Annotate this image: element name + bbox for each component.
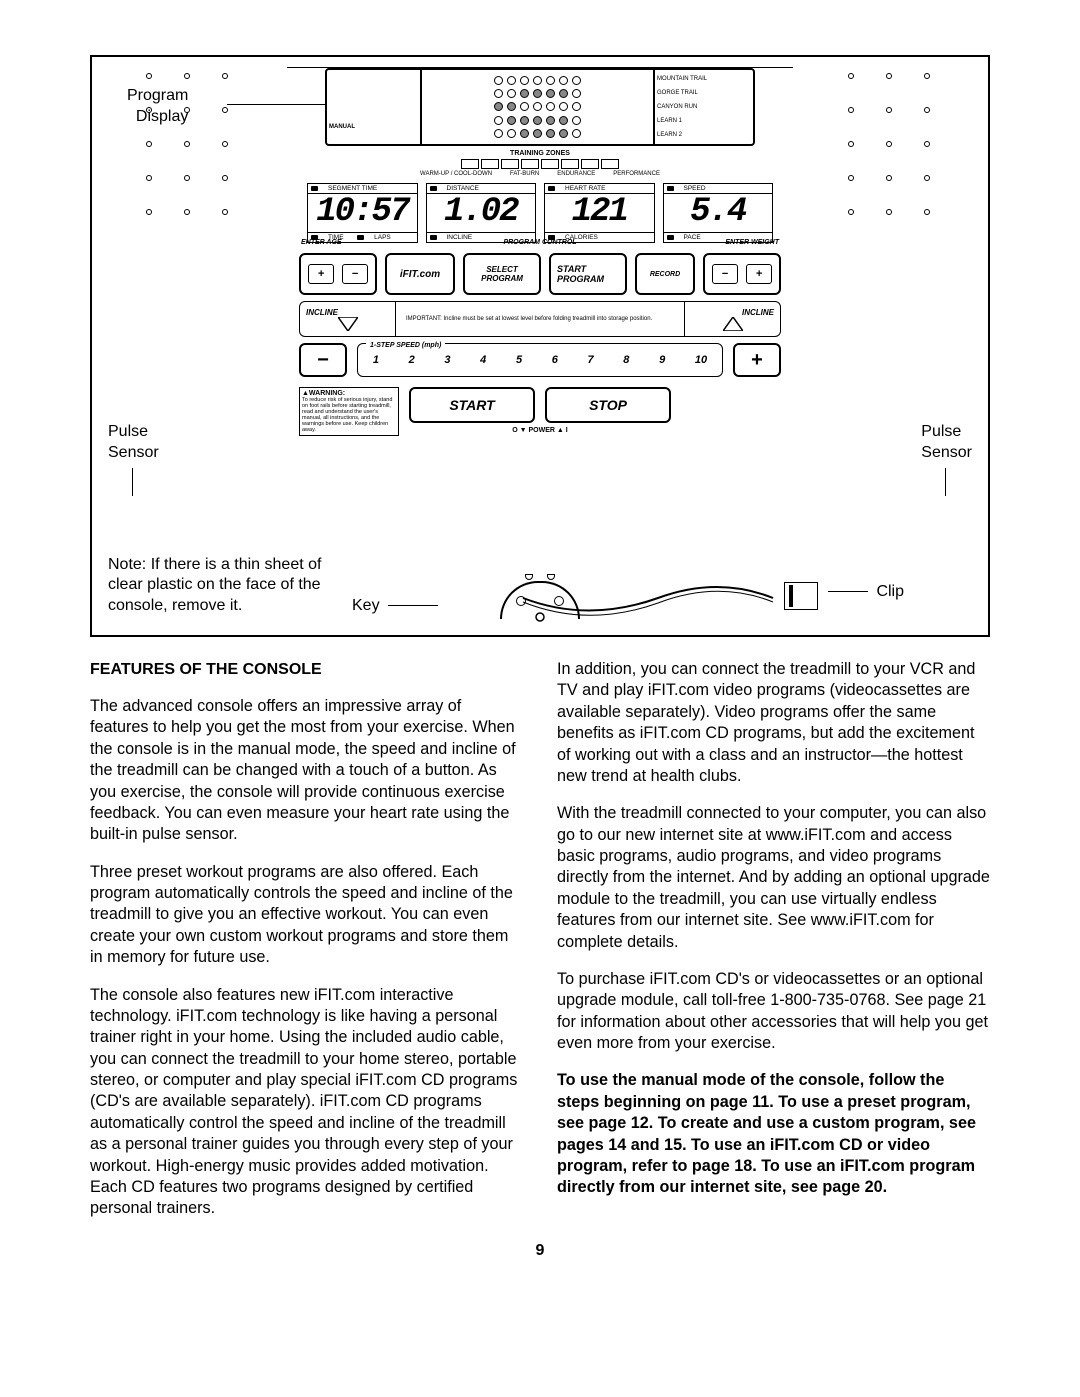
body-columns: FEATURES OF THE CONSOLE The advanced con… <box>90 659 990 1236</box>
enter-weight-label: ENTER WEIGHT <box>725 239 779 246</box>
console-diagram: Pulse Sensor Pulse Sensor Note: If there… <box>90 55 990 637</box>
lcd-box: HEART RATE121 CALORIES <box>544 183 655 243</box>
program-display-label: Program Display <box>127 86 188 128</box>
enter-weight-buttons[interactable]: −+ <box>703 253 781 295</box>
incline-up-button[interactable]: INCLINE <box>685 306 780 333</box>
lanyard-icon <box>518 568 778 623</box>
incline-note: IMPORTANT: Incline must be set at lowest… <box>395 302 685 336</box>
page-number: 9 <box>90 1242 990 1260</box>
select-program-button[interactable]: SELECT PROGRAM <box>463 253 541 295</box>
record-button[interactable]: RECORD <box>635 253 695 295</box>
program-display: MANUAL MOUNTAIN TRAILGORGE TRAILCANYON R… <box>325 68 755 146</box>
body-paragraph: The console also features new iFIT.com i… <box>90 985 523 1220</box>
center-panel: Program Display MANUAL MOUNTAIN TRAILGOR… <box>287 67 793 570</box>
body-paragraph: In addition, you can connect the treadmi… <box>557 659 990 787</box>
speaker-grid-right <box>848 73 934 219</box>
enter-age-label: ENTER AGE <box>301 239 342 246</box>
warning-box: ▲WARNING: To reduce risk of serious inju… <box>299 387 399 436</box>
speed-minus-button[interactable]: − <box>299 343 347 377</box>
stop-button[interactable]: STOP <box>545 387 671 423</box>
instructions-bold: To use the manual mode of the console, f… <box>557 1070 990 1198</box>
lcd-box: SPEED5.4 PACE <box>663 183 774 243</box>
column-right: In addition, you can connect the treadmi… <box>557 659 990 1236</box>
lcd-box: SEGMENT TIME10:57 TIME LAPS <box>307 183 418 243</box>
clip-icon <box>784 582 818 610</box>
incline-row: INCLINE IMPORTANT: Incline must be set a… <box>299 301 781 337</box>
program-control-label: PROGRAM CONTROL <box>503 239 576 246</box>
column-left: FEATURES OF THE CONSOLE The advanced con… <box>90 659 523 1236</box>
speed-plus-button[interactable]: + <box>733 343 781 377</box>
lcd-row: SEGMENT TIME10:57 TIME LAPS DISTANCE1.02… <box>307 183 773 243</box>
speed-numbers[interactable]: 1-STEP SPEED (mph) 12345678910 <box>357 343 723 377</box>
start-program-button[interactable]: START PROGRAM <box>549 253 627 295</box>
pulse-sensor-left-label: Pulse Sensor <box>108 422 159 496</box>
body-paragraph: To purchase iFIT.com CD's or videocasset… <box>557 969 990 1055</box>
body-paragraph: The advanced console offers an impressiv… <box>90 696 523 846</box>
section-heading: FEATURES OF THE CONSOLE <box>90 659 523 680</box>
training-zones: TRAINING ZONES WARM-UP / COOL-DOWNFAT-BU… <box>325 150 755 177</box>
enter-age-buttons[interactable]: +− <box>299 253 377 295</box>
clip-label: Clip <box>828 582 904 603</box>
power-label: O ▼ POWER ▲ I <box>409 427 671 434</box>
pulse-sensor-right-label: Pulse Sensor <box>921 422 972 496</box>
body-paragraph: Three preset workout programs are also o… <box>90 862 523 969</box>
start-button[interactable]: START <box>409 387 535 423</box>
ifit-button[interactable]: iFIT.com <box>385 253 455 295</box>
incline-down-button[interactable]: INCLINE <box>300 306 395 333</box>
lcd-box: DISTANCE1.02 INCLINE <box>426 183 537 243</box>
body-paragraph: With the treadmill connected to your com… <box>557 803 990 953</box>
